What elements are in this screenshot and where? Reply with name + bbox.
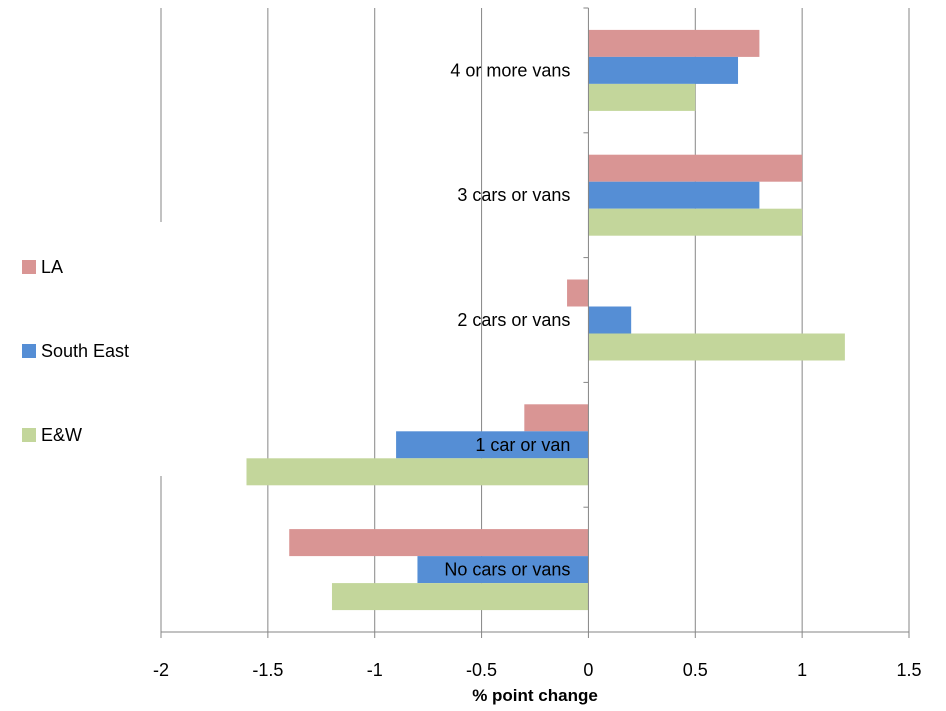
bar — [588, 333, 845, 361]
bar — [588, 56, 739, 84]
value-axis: -2 -1.5 -1 -0.5 0 0.5 1 1.5 — [153, 7, 922, 680]
legend: LA South East E&W — [22, 257, 129, 445]
legend-swatch — [22, 428, 36, 442]
tick-label: -0.5 — [466, 660, 497, 680]
bar — [331, 583, 589, 611]
bar — [567, 279, 589, 307]
bars — [246, 29, 845, 611]
tick-label: 0 — [583, 660, 593, 680]
tick-label: -1.5 — [252, 660, 283, 680]
category-label: No cars or vans — [444, 560, 570, 580]
legend-label: South East — [41, 341, 129, 361]
bar — [588, 306, 632, 334]
bar — [524, 404, 589, 432]
tick-label: 1 — [797, 660, 807, 680]
legend-label: LA — [41, 257, 63, 277]
tick-label: 1.5 — [896, 660, 921, 680]
category-label: 3 cars or vans — [457, 185, 570, 205]
bar — [588, 181, 760, 209]
bar — [588, 208, 803, 236]
category-label: 1 car or van — [475, 435, 570, 455]
x-axis-title: % point change — [472, 686, 598, 705]
bar — [396, 431, 589, 459]
category-label: 2 cars or vans — [457, 310, 570, 330]
gridlines — [160, 8, 910, 632]
bar — [588, 29, 760, 57]
bar — [588, 154, 803, 182]
category-labels: No cars or vans 1 car or van 2 cars or van… — [444, 60, 570, 579]
legend-swatch — [22, 344, 36, 358]
category-label: 4 or more vans — [450, 60, 570, 80]
tick-label: -1 — [367, 660, 383, 680]
bar — [246, 458, 589, 486]
bar — [417, 556, 589, 584]
tick-label: 0.5 — [683, 660, 708, 680]
tick-label: -2 — [153, 660, 169, 680]
bar — [289, 529, 589, 557]
legend-swatch — [22, 260, 36, 274]
legend-label: E&W — [41, 425, 82, 445]
bar — [588, 83, 696, 111]
